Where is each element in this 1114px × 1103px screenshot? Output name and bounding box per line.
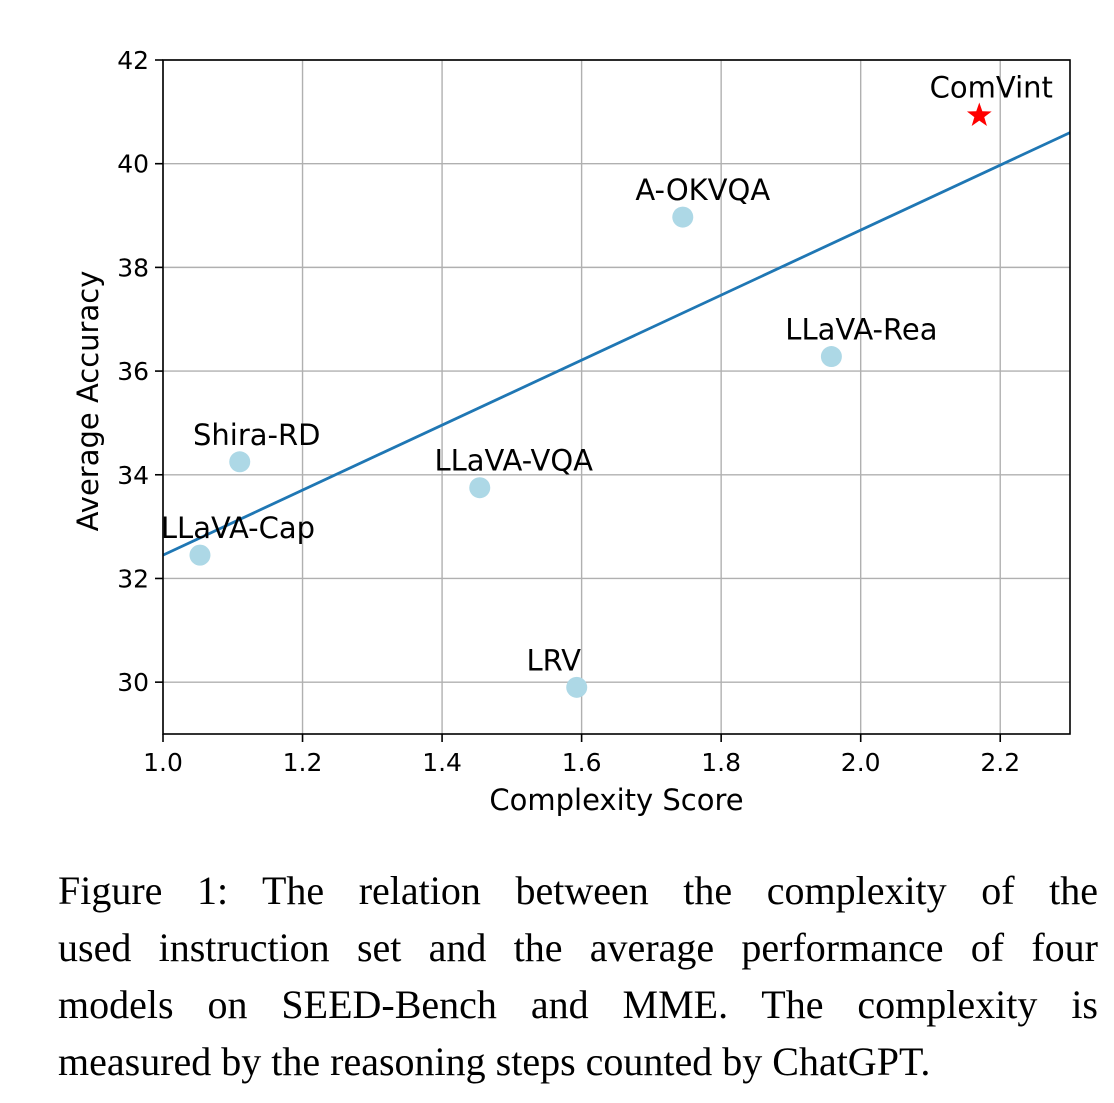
caption-line: measured by the reasoning steps counted … bbox=[58, 1039, 931, 1084]
trend-line-group bbox=[162, 131, 1071, 557]
y-tick-label: 42 bbox=[117, 46, 149, 75]
caption-line: Figure 1: The relation between the compl… bbox=[58, 868, 1098, 913]
plot-frame bbox=[162, 59, 1071, 735]
y-tick-label: 30 bbox=[117, 668, 149, 697]
point-label: LRV bbox=[526, 643, 581, 677]
data-point bbox=[469, 477, 491, 499]
x-axis-title: Complexity Score bbox=[489, 783, 743, 817]
point-label: Shira-RD bbox=[193, 418, 320, 452]
x-tick-label: 1.4 bbox=[422, 748, 462, 777]
x-tick-label: 2.0 bbox=[841, 748, 881, 777]
point-label: LLaVA-VQA bbox=[434, 444, 593, 478]
data-point bbox=[566, 676, 588, 698]
point-label: A-OKVQA bbox=[635, 173, 770, 207]
point-label: LLaVA-Rea bbox=[785, 313, 937, 347]
y-tick-label: 36 bbox=[117, 357, 149, 386]
data-point bbox=[189, 544, 211, 566]
data-points: LLaVA-Cap Shira-RD LLaVA-VQA LRV A-OKVQA LLaV… bbox=[161, 70, 1053, 698]
y-tick-label: 34 bbox=[117, 461, 149, 490]
y-tick-label: 32 bbox=[117, 564, 149, 593]
axes: 1.0 1.2 1.4 1.6 1.8 2.0 2.2 30 32 34 36 38 40 42 bbox=[117, 46, 1071, 777]
data-point bbox=[672, 206, 694, 228]
caption-line: models on SEED-Bench and MME. The comple… bbox=[58, 982, 1098, 1027]
trend-line bbox=[162, 131, 1071, 557]
data-point bbox=[229, 451, 251, 473]
x-tick-label: 2.2 bbox=[980, 748, 1020, 777]
grid-lines bbox=[162, 59, 1070, 734]
x-tick-label: 1.2 bbox=[283, 748, 323, 777]
y-axis-title: Average Accuracy bbox=[71, 271, 105, 532]
scatter-chart: 1.0 1.2 1.4 1.6 1.8 2.0 2.2 30 32 34 36 38 40 42 LLaV… bbox=[71, 46, 1071, 817]
x-tick-label: 1.8 bbox=[701, 748, 741, 777]
x-tick-label: 1.6 bbox=[562, 748, 602, 777]
caption-line: used instruction set and the average per… bbox=[58, 925, 1098, 970]
data-point bbox=[820, 346, 842, 368]
y-tick-label: 38 bbox=[117, 253, 149, 282]
x-tick-label: 1.0 bbox=[143, 748, 183, 777]
star-marker bbox=[966, 102, 992, 126]
point-label: ComVint bbox=[930, 70, 1053, 104]
y-tick-label: 40 bbox=[117, 150, 149, 179]
figure-caption: Figure 1: The relation between the compl… bbox=[58, 862, 1098, 1090]
point-label: LLaVA-Cap bbox=[161, 511, 315, 545]
